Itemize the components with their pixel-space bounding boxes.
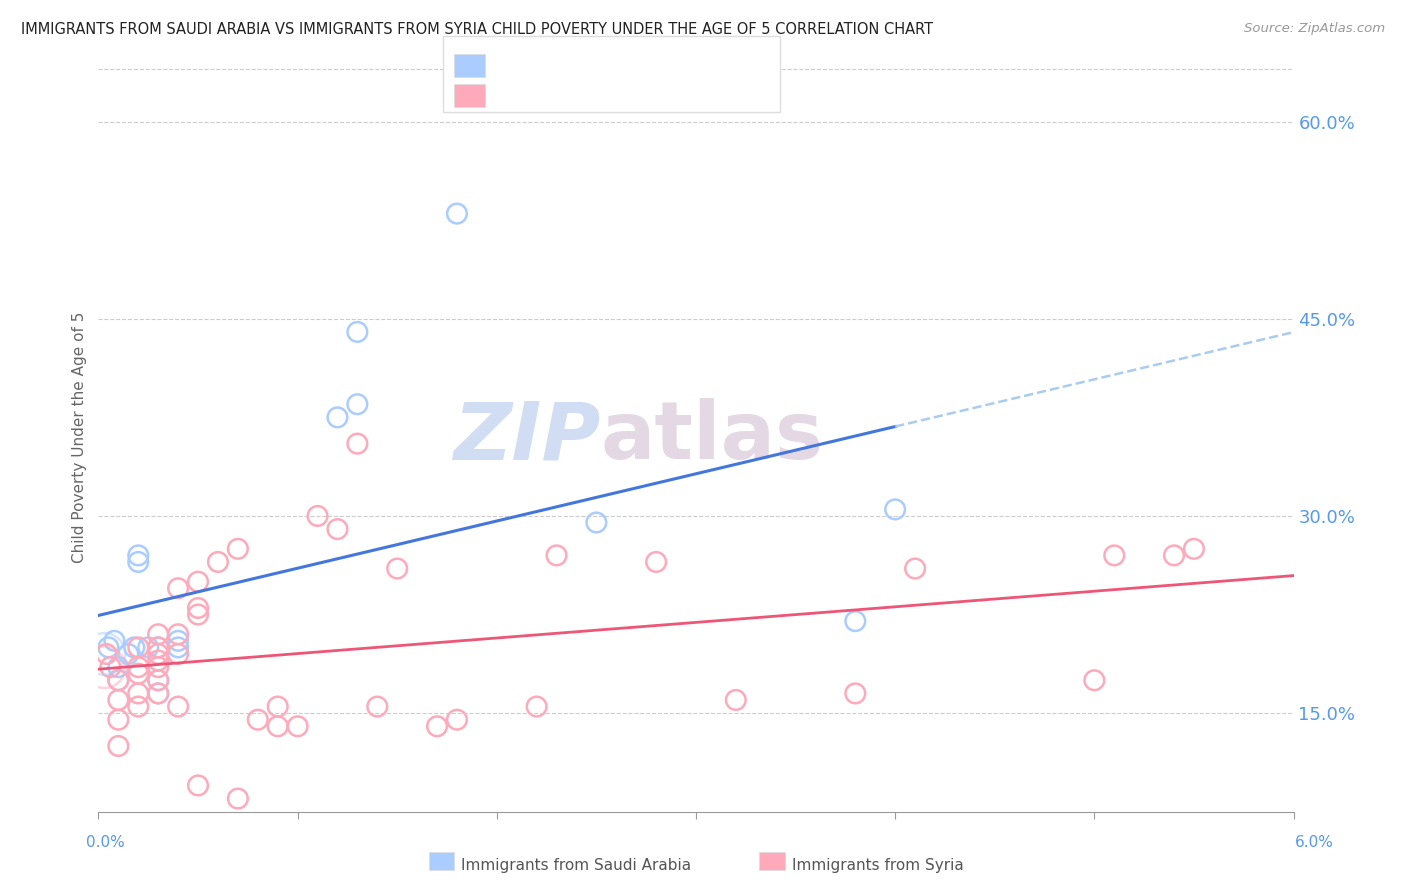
Point <box>307 508 329 523</box>
Point <box>446 206 468 220</box>
Text: IMMIGRANTS FROM SAUDI ARABIA VS IMMIGRANTS FROM SYRIA CHILD POVERTY UNDER THE AG: IMMIGRANTS FROM SAUDI ARABIA VS IMMIGRAN… <box>21 22 934 37</box>
Point <box>93 647 115 661</box>
Point <box>93 660 115 674</box>
Text: 0.315: 0.315 <box>538 87 591 104</box>
Point <box>117 647 139 661</box>
Point <box>904 561 927 575</box>
Point <box>103 633 125 648</box>
Point <box>107 673 129 688</box>
Point <box>207 555 229 569</box>
Point <box>127 555 149 569</box>
Point <box>127 686 149 700</box>
Text: R =: R = <box>492 88 520 103</box>
Text: N =: N = <box>609 58 638 72</box>
Point <box>187 779 209 793</box>
Point <box>148 654 170 668</box>
Point <box>107 693 129 707</box>
Point <box>346 397 368 411</box>
Point <box>884 502 907 516</box>
Point <box>148 673 170 688</box>
Point <box>446 713 468 727</box>
Text: 21: 21 <box>654 56 676 74</box>
Point <box>526 699 548 714</box>
Point <box>167 699 190 714</box>
Point <box>346 325 368 339</box>
Point <box>107 660 129 674</box>
Text: ZIP: ZIP <box>453 398 600 476</box>
Point <box>1163 549 1185 563</box>
Point <box>167 627 190 641</box>
Point <box>107 713 129 727</box>
Point <box>645 555 668 569</box>
Text: R =: R = <box>492 58 520 72</box>
Point <box>724 693 747 707</box>
Point <box>366 699 388 714</box>
Text: 0.0%: 0.0% <box>86 836 125 850</box>
Point <box>148 640 170 655</box>
Point <box>426 719 449 733</box>
Point <box>267 699 290 714</box>
Point <box>107 673 129 688</box>
Text: Immigrants from Saudi Arabia: Immigrants from Saudi Arabia <box>461 858 692 872</box>
Text: Source: ZipAtlas.com: Source: ZipAtlas.com <box>1244 22 1385 36</box>
Point <box>1083 673 1105 688</box>
Point <box>96 647 118 661</box>
Point <box>127 660 149 674</box>
Point <box>1104 549 1126 563</box>
Text: atlas: atlas <box>600 398 824 476</box>
Point <box>385 561 409 575</box>
Point <box>148 673 170 688</box>
Point <box>136 640 159 655</box>
Point <box>226 791 249 805</box>
Point <box>148 640 170 655</box>
Point <box>127 699 149 714</box>
Point <box>585 516 607 530</box>
Point <box>167 581 190 595</box>
Point <box>246 713 269 727</box>
Point <box>346 436 368 450</box>
Point <box>326 410 349 425</box>
Point <box>546 549 568 563</box>
Text: Immigrants from Syria: Immigrants from Syria <box>792 858 963 872</box>
Point <box>148 647 170 661</box>
Point <box>127 549 149 563</box>
Point <box>97 640 120 655</box>
Point <box>844 686 866 700</box>
Y-axis label: Child Poverty Under the Age of 5: Child Poverty Under the Age of 5 <box>72 311 87 563</box>
Point <box>124 640 146 655</box>
Point <box>127 640 149 655</box>
Point <box>167 633 190 648</box>
Point <box>844 614 866 628</box>
Text: N =: N = <box>609 88 638 103</box>
Point <box>1182 541 1205 556</box>
Point <box>326 522 349 536</box>
Point <box>167 640 190 655</box>
Point <box>148 660 170 674</box>
Point <box>187 607 209 622</box>
Point <box>148 686 170 700</box>
Point <box>187 601 209 615</box>
Point <box>287 719 309 733</box>
Point <box>98 660 122 674</box>
Text: 6.0%: 6.0% <box>1295 836 1334 850</box>
Point <box>167 647 190 661</box>
Text: 0.478: 0.478 <box>538 56 591 74</box>
Text: 50: 50 <box>654 87 676 104</box>
Point <box>267 719 290 733</box>
Point <box>187 574 209 589</box>
Point <box>148 627 170 641</box>
Point <box>107 739 129 753</box>
Point <box>148 686 170 700</box>
Point <box>127 666 149 681</box>
Point <box>226 541 249 556</box>
